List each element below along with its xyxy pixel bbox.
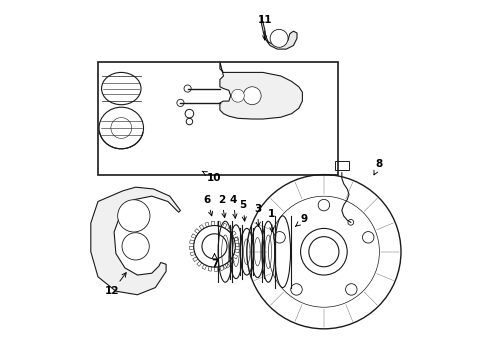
Text: 12: 12	[105, 273, 126, 296]
Circle shape	[348, 220, 354, 225]
Bar	[335, 161, 349, 170]
Circle shape	[184, 85, 191, 92]
Polygon shape	[91, 187, 180, 295]
Text: 8: 8	[374, 159, 383, 175]
Text: 6: 6	[204, 195, 213, 216]
Text: 4: 4	[230, 195, 237, 218]
Text: 7: 7	[211, 253, 218, 269]
Text: 9: 9	[295, 215, 308, 226]
Text: 2: 2	[218, 195, 226, 217]
Text: 10: 10	[202, 171, 222, 183]
Circle shape	[122, 233, 149, 260]
Circle shape	[243, 87, 261, 105]
Text: 3: 3	[254, 204, 261, 226]
Circle shape	[177, 99, 184, 107]
Bar	[98, 62, 338, 175]
Circle shape	[231, 89, 245, 102]
Text: 5: 5	[240, 200, 247, 221]
Circle shape	[270, 30, 288, 47]
Polygon shape	[261, 15, 297, 49]
Circle shape	[118, 200, 150, 232]
Text: 11: 11	[257, 15, 272, 40]
Text: 1: 1	[268, 209, 275, 232]
Polygon shape	[220, 62, 302, 119]
